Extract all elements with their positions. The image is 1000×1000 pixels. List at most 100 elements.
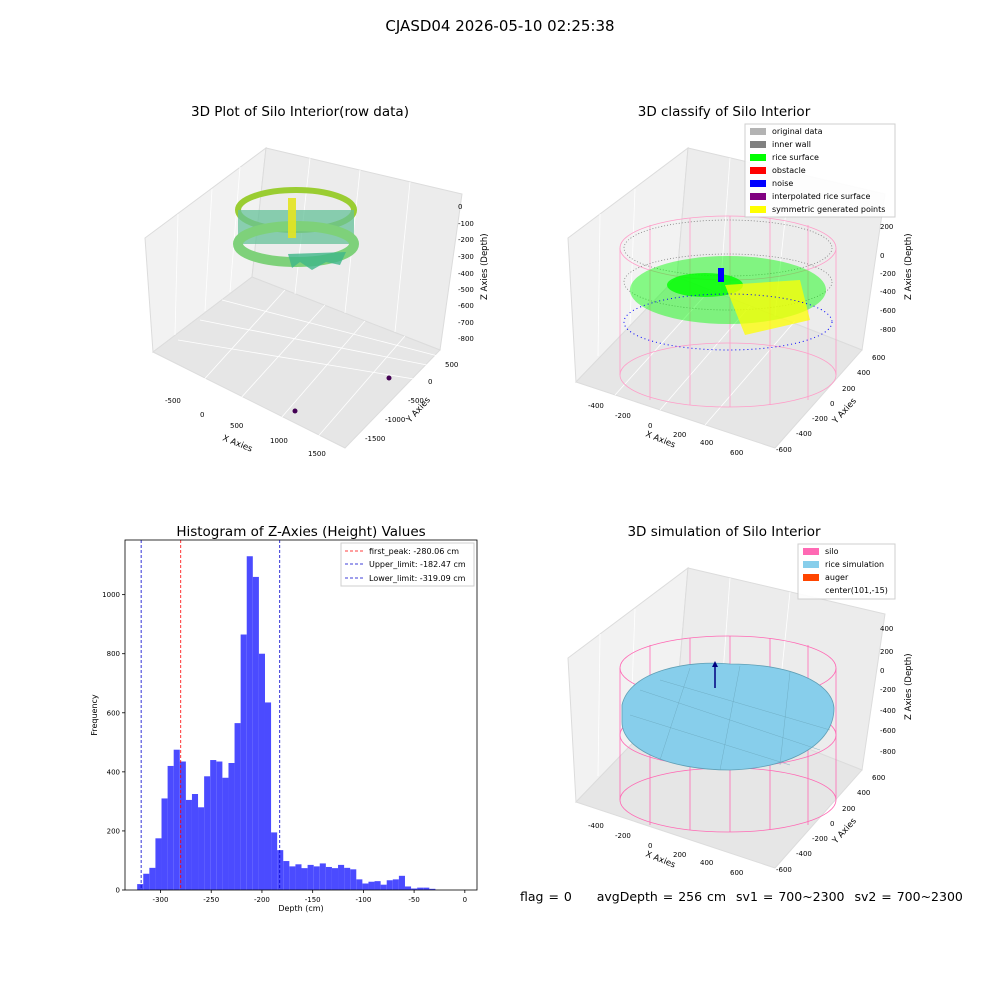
histogram-xticks: -300 -250 -200 -150 -100 -50 0	[153, 890, 467, 904]
panel4-ztick: -800	[880, 748, 896, 756]
panel1-ytick: 500	[445, 361, 458, 369]
avg-depth-status: avgDepth = 256 cm	[596, 889, 727, 904]
histogram-bar	[240, 634, 247, 890]
panel1-ytick: -500	[408, 397, 424, 405]
panel4-ytick: -400	[796, 850, 812, 858]
histogram-bar	[198, 807, 205, 890]
panel2-noise-cluster	[718, 268, 724, 282]
panel2-symmetric-points	[725, 280, 810, 335]
panel1-ztick: -500	[458, 286, 474, 294]
panel2-ytick: 0	[830, 400, 834, 408]
sv1-status: sv1 = 700~2300	[736, 889, 845, 904]
panel4-ytick: -200	[812, 835, 828, 843]
panel4-ytick: 0	[830, 820, 834, 828]
legend-swatch-inner-wall	[750, 141, 766, 148]
histogram-bar	[216, 761, 223, 890]
panel2-xtick: 0	[648, 422, 652, 430]
panel1-ztick: -600	[458, 302, 474, 310]
legend-swatch-silo	[803, 548, 819, 555]
panel4-ztick: 400	[880, 625, 893, 633]
histogram-bar	[185, 799, 192, 890]
histogram-bar	[411, 888, 418, 890]
panel2-xtick: 400	[700, 439, 713, 447]
legend-label: inner wall	[772, 140, 811, 149]
panel2-ztick: -400	[880, 288, 896, 296]
histogram-bar	[179, 761, 186, 890]
histogram-bar	[234, 723, 241, 890]
histogram-bar	[374, 881, 381, 890]
panel4-ytick: 400	[857, 789, 870, 797]
panel1-ring-drips	[288, 252, 346, 270]
histogram-bar	[301, 868, 308, 890]
histogram-bar	[380, 884, 387, 890]
legend-label: noise	[772, 179, 793, 188]
histogram-ytick-label: 400	[107, 768, 120, 776]
panel2-xtick: 200	[673, 431, 686, 439]
panel1-ztick: 0	[458, 203, 462, 211]
histogram-ytick-label: 200	[107, 827, 120, 835]
sv2-status: sv2 = 700~2300	[854, 889, 963, 904]
histogram-bar	[283, 861, 290, 890]
histogram-bar	[258, 653, 265, 890]
histogram-bar	[222, 777, 229, 890]
histogram-bars	[137, 556, 436, 890]
panel4-ztick: 0	[880, 667, 884, 675]
histogram-bar	[264, 702, 272, 890]
panel1-grid	[174, 157, 439, 441]
panel1-center-spike	[288, 198, 296, 238]
panel1-xtick: -500	[165, 397, 181, 405]
panel1-ticks: -500 0 500 1000 1500 500 0 -500 -1000 -1…	[165, 203, 474, 458]
panel2-ztick: -800	[880, 326, 896, 334]
panel2-inner-wall	[623, 219, 833, 311]
panel4-xtick: 0	[648, 842, 652, 850]
histogram-xtick-label: -300	[153, 896, 169, 904]
histogram-bar	[289, 866, 296, 890]
panel1-floor-pane	[152, 276, 441, 449]
panel2-xtick: -400	[588, 402, 604, 410]
panel2-title: 3D classify of Silo Interior	[637, 104, 811, 120]
histogram-bar	[204, 776, 211, 890]
panel2-legend: original data inner wall rice surface ob…	[744, 123, 896, 218]
panel2-silo-wireframe	[619, 215, 837, 408]
panel2-ytick: 400	[857, 369, 870, 377]
panel4-title: 3D simulation of Silo Interior	[627, 524, 821, 540]
histogram-bar	[392, 879, 399, 890]
panel1-ztick: -100	[458, 220, 474, 228]
histogram-bar	[143, 873, 150, 890]
legend-swatch-interpolated	[750, 193, 766, 200]
panel2-floor-pane	[575, 276, 863, 449]
panel2-zlabel: Z Axies (Depth)	[904, 233, 914, 300]
panel2-noise-rim	[623, 293, 833, 351]
panel2-ytick: -600	[776, 446, 792, 454]
histogram-bar	[313, 866, 320, 890]
panel1-ytick: -1500	[365, 435, 385, 443]
histogram-bar	[228, 762, 235, 890]
panel4-ztick: 200	[880, 648, 893, 656]
histogram-bar	[155, 838, 162, 890]
panel1-ytick: 0	[428, 378, 432, 386]
histogram-xtick-label: -200	[254, 896, 270, 904]
legend-label: Upper_limit: -182.47 cm	[369, 560, 466, 569]
histogram-bar	[295, 864, 302, 890]
panel1-outlier-1	[386, 375, 392, 381]
panel4-ticks: -400 -200 0 200 400 600 600 400 200 0 -2…	[588, 625, 896, 877]
legend-label: rice simulation	[825, 560, 884, 569]
panel2-xtick: 600	[730, 449, 743, 457]
histogram-bar	[350, 869, 357, 890]
histogram-bar	[167, 765, 174, 890]
histogram-bar	[325, 866, 332, 890]
histogram-bar	[368, 881, 375, 890]
legend-label: symmetric generated points	[772, 205, 885, 214]
histogram-bar	[271, 832, 278, 890]
legend-swatch-rice-surface	[750, 154, 766, 161]
panel1-ytick: -1000	[385, 416, 405, 424]
histogram-bar	[429, 888, 436, 890]
panel4-ztick: -200	[880, 686, 896, 694]
legend-swatch-original-data	[750, 128, 766, 135]
legend-swatch-symmetric	[750, 206, 766, 213]
panel1-outlier-2	[292, 408, 298, 414]
panel2-ticks: -400 -200 0 200 400 600 600 400 200 0 -2…	[588, 223, 896, 457]
histogram-bar	[338, 864, 345, 890]
panel1-zlabel: Z Axies (Depth)	[480, 233, 490, 300]
